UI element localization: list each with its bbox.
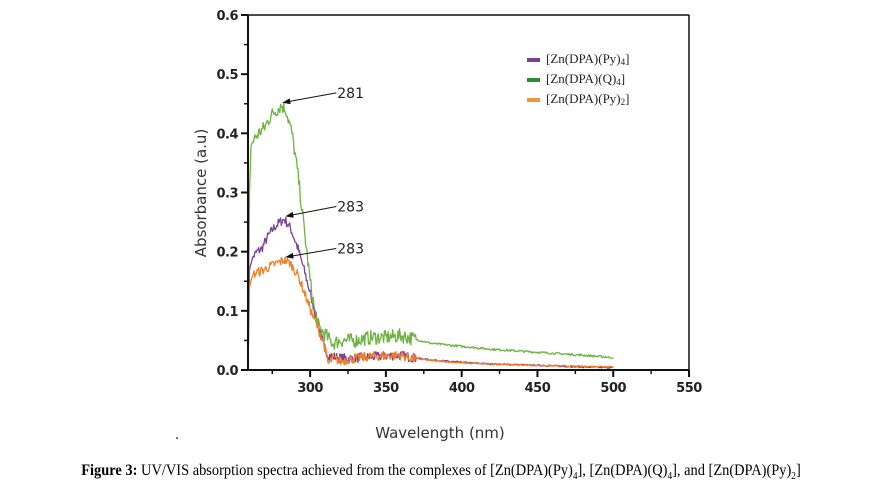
y-tick-label: 0.0 [216, 364, 238, 379]
caption-label: Figure 3: [81, 462, 138, 479]
series-line-2 [247, 256, 614, 371]
x-tick-label: 550 [676, 381, 702, 396]
y-tick-label: 0.6 [216, 9, 238, 24]
annotation-label-2: 283 [337, 241, 364, 257]
legend-label-2: [Zn(DPA)(Py)2] [546, 91, 629, 107]
caption-text-3: ], and [Zn(DPA)(Py) [672, 462, 792, 479]
annotation-arrow-2 [285, 247, 337, 259]
annotation-label-1: 283 [337, 199, 364, 215]
legend-swatch-1 [527, 78, 540, 82]
x-tick-label: 350 [373, 381, 399, 396]
legend-swatch-0 [527, 58, 540, 62]
legend-swatch-2 [527, 98, 540, 102]
y-tick-label: 0.1 [216, 305, 238, 320]
annotation-label-0: 281 [337, 86, 364, 102]
annotation-arrow-0 [282, 92, 337, 105]
caption-sub-3: 2 [791, 471, 796, 483]
legend: [Zn(DPA)(Py)4] [Zn(DPA)(Q)4] [Zn(DPA)(Py)2… [527, 51, 629, 107]
x-tick-label: 400 [449, 381, 475, 396]
series-layer [247, 102, 614, 371]
caption-text-1: UV/VIS absorption spectra achieved from … [137, 462, 573, 479]
caption-sub-2: 4 [667, 471, 673, 483]
stray-dot [176, 437, 178, 439]
y-axis-title: Absorbance (a.u) [192, 129, 210, 258]
axes-layer: 300 350 400 450 500 550 0.0 0.1 0.2 0.3 0.4 0.5 0.6 [216, 9, 702, 396]
figure-caption: Figure 3: UV/VIS absorption spectra achi… [31, 462, 851, 482]
x-tick-label: 300 [297, 381, 323, 396]
x-tick-label: 450 [525, 381, 551, 396]
x-tick-label: 500 [600, 381, 626, 396]
caption-sub-1: 4 [572, 471, 578, 483]
annotation-arrow-1 [285, 205, 337, 218]
y-tick-label: 0.3 [216, 187, 238, 202]
absorbance-chart: 300 350 400 450 500 5500.00.10.20.30.40.50.6 … [192, 9, 703, 442]
legend-label-1: [Zn(DPA)(Q)4] [546, 71, 625, 87]
y-tick-label: 0.4 [216, 127, 238, 142]
series-line-0 [247, 216, 614, 371]
caption-text-2: ], [Zn(DPA)(Q) [577, 462, 668, 479]
x-axis-title: Wavelength (nm) [375, 424, 505, 442]
annotations-layer: 281 283 283 [282, 86, 364, 259]
legend-label-0: [Zn(DPA)(Py)4] [546, 51, 629, 67]
y-tick-label: 0.2 [216, 246, 238, 261]
caption-text-4: ] [795, 462, 801, 479]
series-line-1 [247, 102, 614, 371]
y-tick-label: 0.5 [216, 68, 238, 83]
